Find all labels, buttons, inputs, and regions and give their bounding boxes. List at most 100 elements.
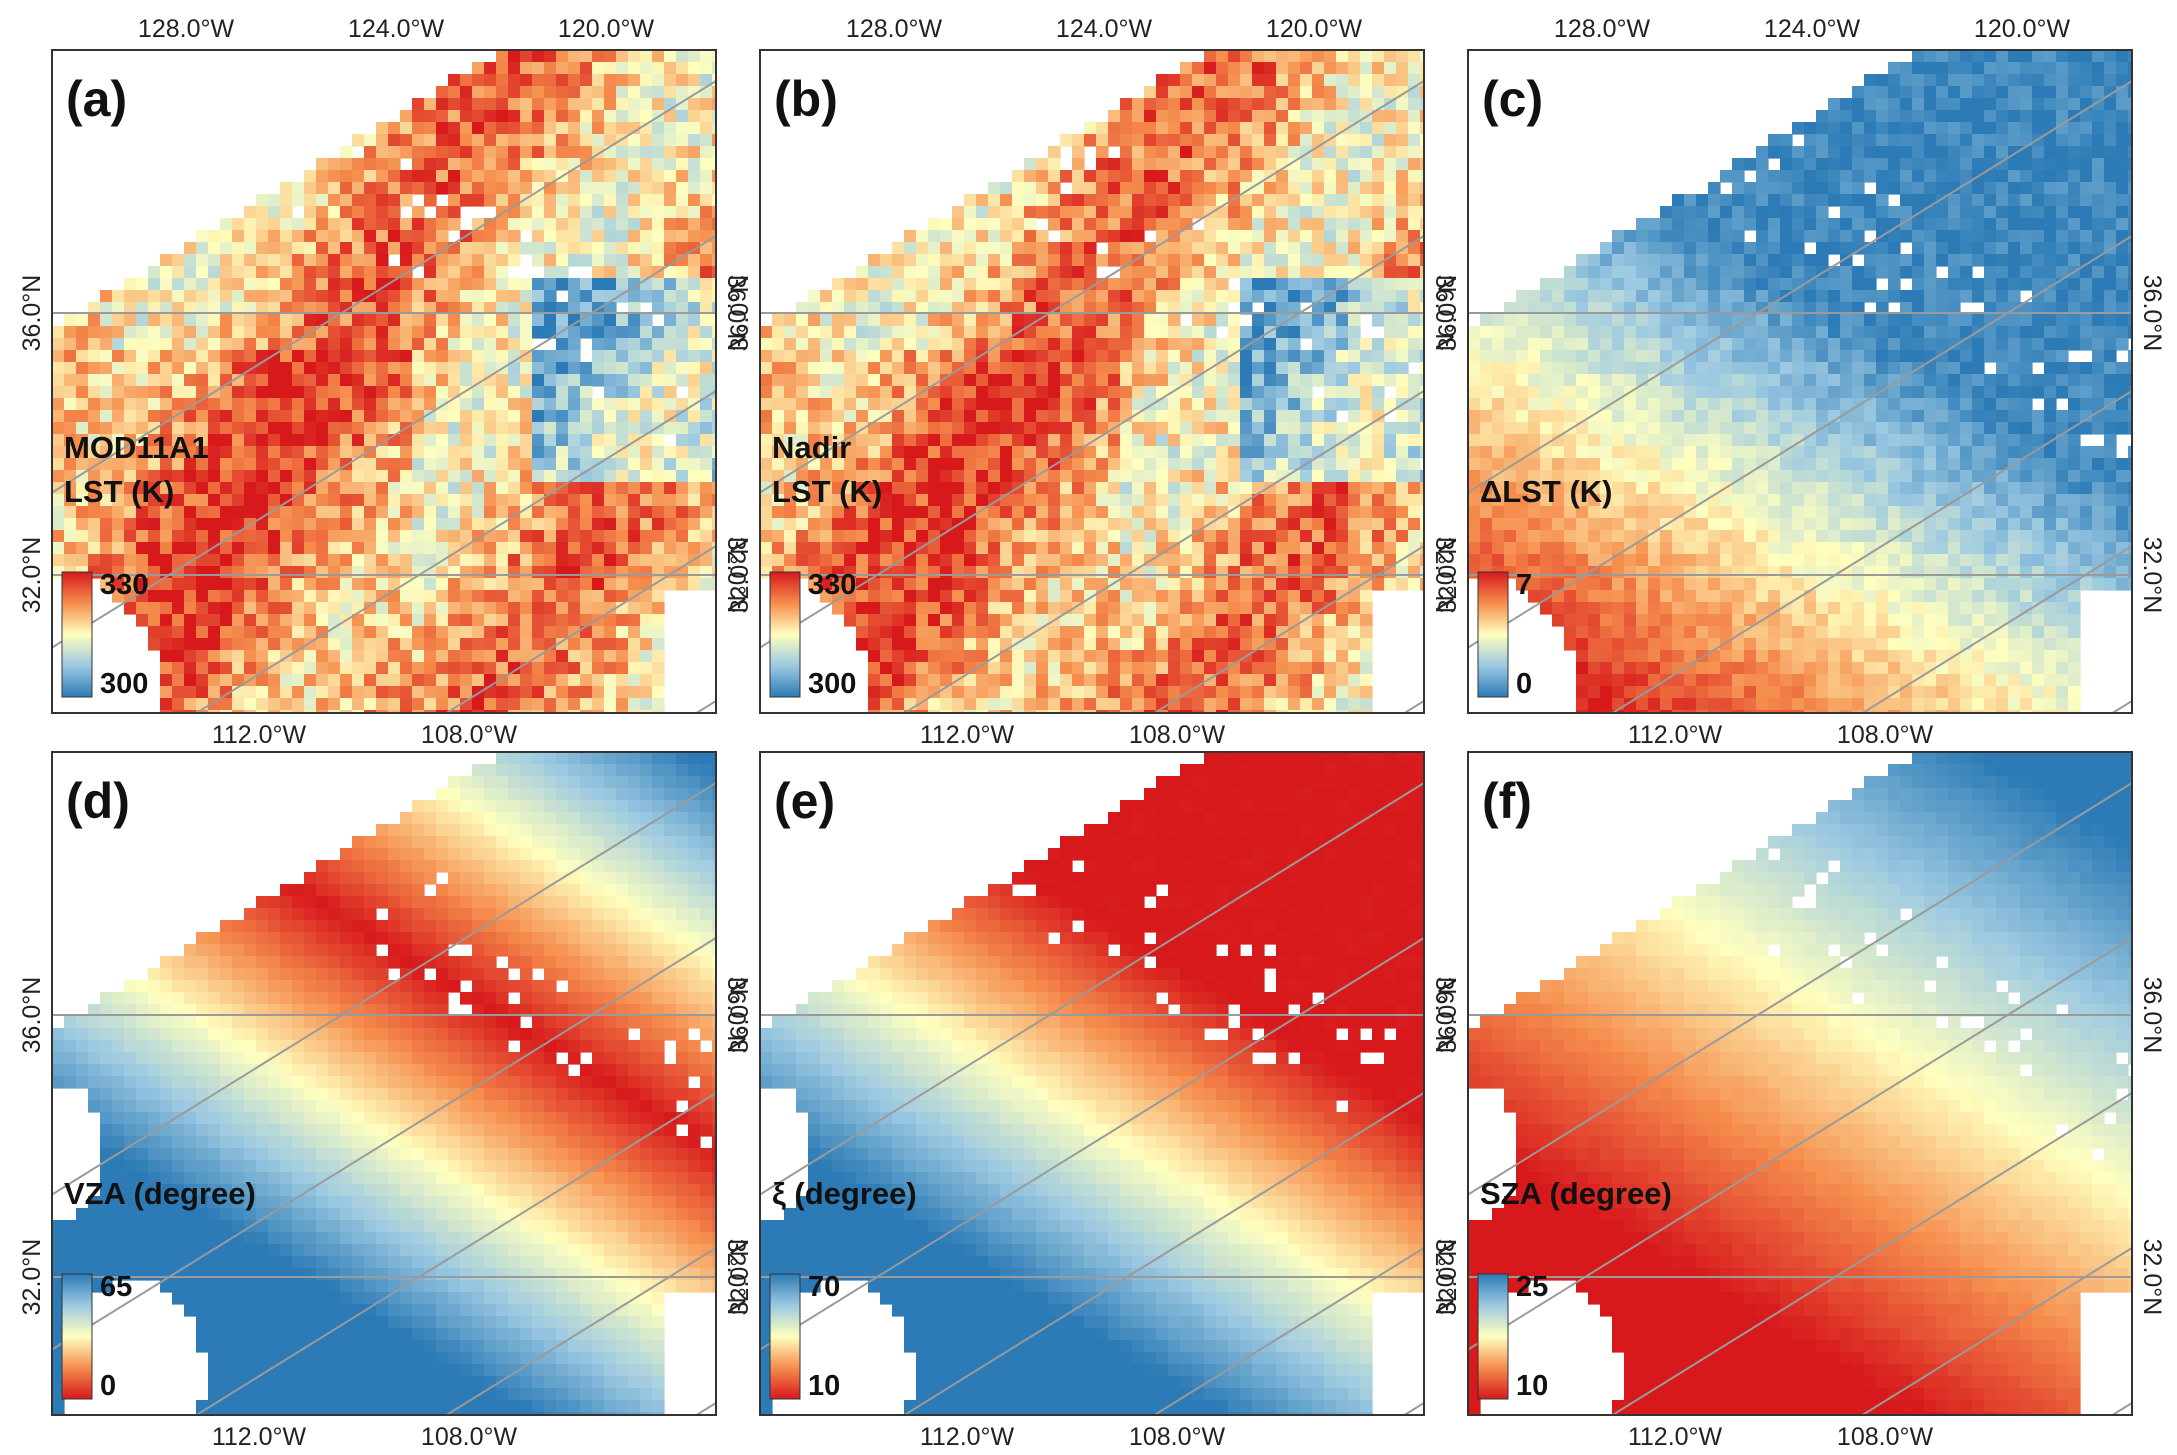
colorbar-min-label: 300 [808,668,856,700]
colorbar-max-label: 25 [1516,1271,1548,1303]
colorbar-title: ΔLST (K) [1480,474,1612,509]
colorbar-min-label: 300 [100,668,148,700]
colorbar [61,1273,93,1400]
bottom-longitude-label: 108.0°W [1129,1423,1226,1451]
colorbar-title: LST (K) [772,474,882,509]
colorbar-title: LST (K) [64,474,174,509]
longitude-line [194,389,716,713]
bottom-longitude-label: 112.0°W [920,721,1015,749]
colorbar-max-label: 330 [808,569,856,601]
left-latitude-label: 32.0°N [726,1239,754,1316]
bottom-longitude-label: 112.0°W [1628,1423,1723,1451]
longitude-line [1468,79,2132,494]
top-longitude-label: 124.0°W [348,15,445,43]
bottom-longitude-label: 112.0°W [1628,721,1723,749]
colorbar-min-label: 10 [808,1370,840,1402]
top-longitude-label: 128.0°W [846,15,943,43]
bottom-longitude-label: 112.0°W [212,721,307,749]
top-longitude-label: 124.0°W [1764,15,1861,43]
colorbar [1477,1273,1509,1400]
map-frame [1467,751,2133,1416]
panel-tag: (f) [1482,773,1532,829]
right-latitude-label: 32.0°N [2138,1239,2166,1316]
right-latitude-label: 36.0°N [1430,275,1458,352]
top-longitude-label: 120.0°W [1974,15,2071,43]
colorbar [1477,571,1509,698]
bottom-longitude-label: 108.0°W [1837,1423,1934,1451]
left-latitude-label: 32.0°N [1434,1239,1462,1316]
bottom-longitude-label: 108.0°W [1837,721,1934,749]
panel-b: 128.0°W 124.0°W 120.0°W 112.0°W 108.0°W 36.0°… [726,15,1458,749]
right-latitude-label: 32.0°N [2138,537,2166,614]
panel-c: 128.0°W 124.0°W 120.0°W 112.0°W 108.0°W 36.0°… [1434,15,2166,749]
left-latitude-label: 32.0°N [1434,537,1462,614]
panel-f: 112.0°W 108.0°W 36.0°N 36.0°N 32.0°N 32.0°N (f… [1434,751,2166,1451]
longitude-line [902,1091,1424,1415]
map-raster [52,752,716,1415]
right-latitude-label: 36.0°N [2138,275,2166,352]
left-latitude-label: 36.0°N [1434,977,1462,1054]
colorbar-title: Nadir [772,430,851,465]
panel-e: 112.0°W 108.0°W 36.0°N 36.0°N 32.0°N 32.0°N (e… [726,751,1458,1451]
colorbar-min-label: 0 [1516,668,1532,700]
longitude-line [194,1091,716,1415]
longitude-line [760,781,1424,1196]
bottom-longitude-label: 112.0°W [920,1423,1015,1451]
longitude-line [1610,1091,2132,1415]
colorbar-min-label: 10 [1516,1370,1548,1402]
map-raster [760,50,1424,713]
right-latitude-label: 32.0°N [1430,1239,1458,1316]
top-longitude-label: 120.0°W [1266,15,1363,43]
longitude-line [1152,1246,1424,1415]
right-latitude-label: 36.0°N [722,977,750,1054]
map-raster [52,50,716,713]
panel-a: 128.0°W 124.0°W 120.0°W 112.0°W 108.0°W 36.0°… [18,15,750,749]
panel-d: 112.0°W 108.0°W 36.0°N 36.0°N 32.0°N 32.0°N (d… [18,751,750,1451]
panel-tag: (d) [66,773,130,829]
left-latitude-label: 32.0°N [18,537,46,614]
panel-tag: (a) [66,71,127,127]
colorbar-min-label: 0 [100,1370,116,1402]
bottom-longitude-label: 108.0°W [421,721,518,749]
longitude-line [444,544,716,713]
left-latitude-label: 36.0°N [18,977,46,1054]
longitude-line [52,79,716,494]
right-latitude-label: 36.0°N [722,275,750,352]
panel-tag: (e) [774,773,835,829]
top-longitude-label: 124.0°W [1056,15,1153,43]
bottom-longitude-label: 112.0°W [212,1423,307,1451]
colorbar [769,1273,801,1400]
colorbar-title: MOD11A1 [64,430,209,465]
colorbar-max-label: 70 [808,1271,840,1303]
map-frame [759,751,1425,1416]
longitude-line [902,389,1424,713]
map-frame [759,49,1425,714]
panel-tag: (b) [774,71,838,127]
longitude-line [1610,389,2132,713]
map-frame [1467,49,2133,714]
bottom-longitude-label: 108.0°W [1129,721,1226,749]
top-longitude-label: 128.0°W [1554,15,1651,43]
panel-tag: (c) [1482,71,1543,127]
colorbar [61,571,93,698]
left-latitude-label: 36.0°N [726,275,754,352]
longitude-line [760,79,1424,494]
longitude-line [444,1246,716,1415]
colorbar-max-label: 65 [100,1271,132,1303]
colorbar [769,571,801,698]
longitude-line [1860,544,2132,713]
right-latitude-label: 36.0°N [1430,977,1458,1054]
right-latitude-label: 32.0°N [1430,537,1458,614]
top-longitude-label: 128.0°W [138,15,235,43]
longitude-line [52,781,716,1196]
left-latitude-label: 36.0°N [726,977,754,1054]
map-frame [51,49,717,714]
right-latitude-label: 36.0°N [2138,977,2166,1054]
right-latitude-label: 32.0°N [722,537,750,614]
colorbar-title: SZA (degree) [1480,1176,1672,1211]
map-frame [51,751,717,1416]
longitude-line [1860,1246,2132,1415]
left-latitude-label: 32.0°N [18,1239,46,1316]
bottom-longitude-label: 108.0°W [421,1423,518,1451]
